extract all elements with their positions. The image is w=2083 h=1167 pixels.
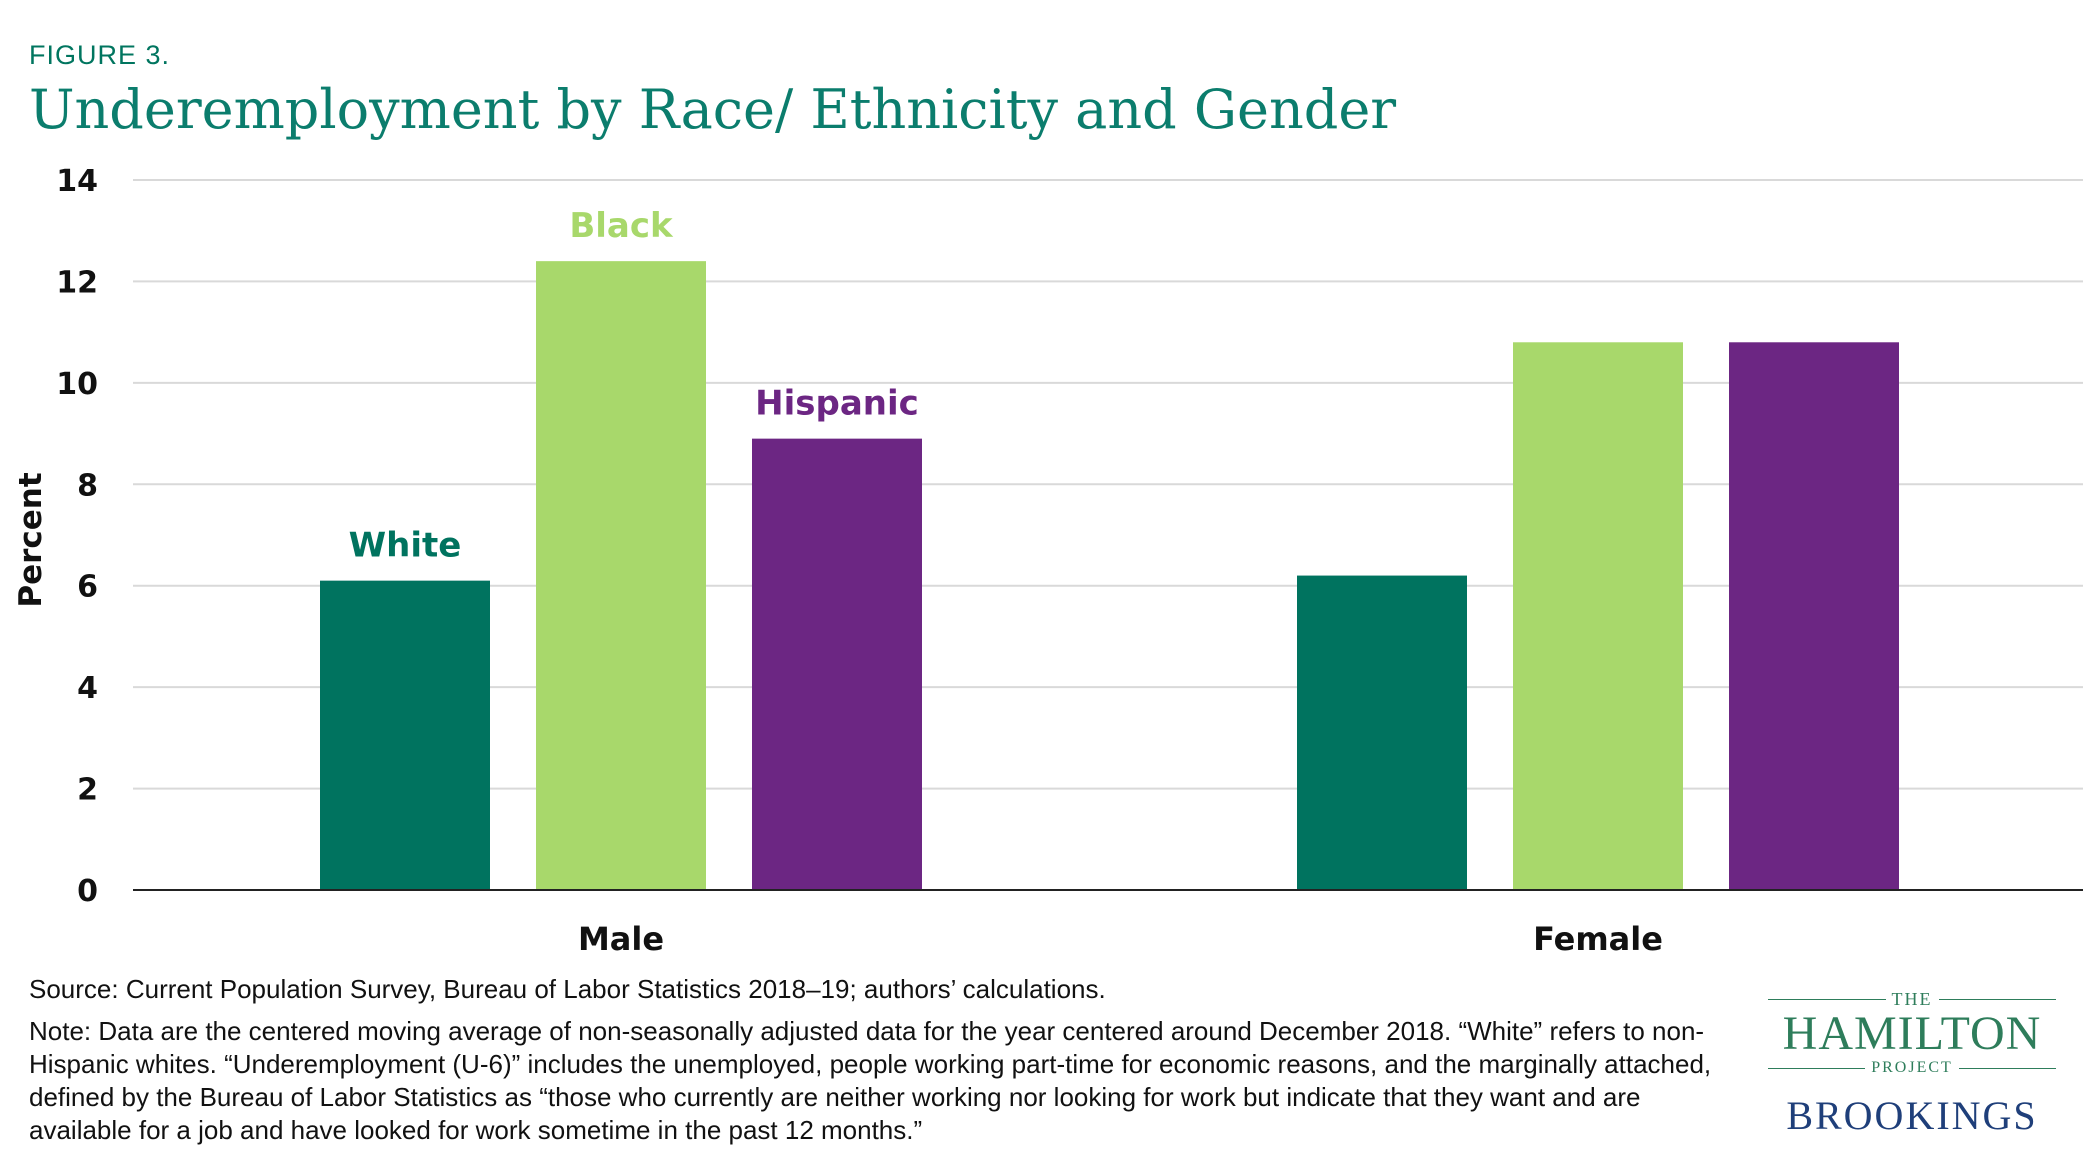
y-tick-label: 14 bbox=[56, 164, 98, 199]
category-label: Male bbox=[578, 920, 664, 958]
logo-rule bbox=[1938, 998, 2056, 1000]
footnote: Note: Data are the centered moving avera… bbox=[29, 1016, 1712, 1145]
y-tick-label: 6 bbox=[77, 570, 98, 605]
logo-hamilton: HAMILTON bbox=[1782, 1007, 2042, 1060]
logo-the-row: THE bbox=[1762, 988, 2062, 1010]
category-label: Female bbox=[1533, 920, 1663, 958]
bar-black-male bbox=[536, 261, 706, 891]
y-tick-label: 0 bbox=[77, 874, 98, 909]
chart-title: Underemployment by Race/ Ethnicity and G… bbox=[29, 78, 1397, 141]
logo-project-row: PROJECT bbox=[1762, 1058, 2062, 1078]
series-label-hispanic: Hispanic bbox=[755, 384, 919, 424]
bar-white-male bbox=[320, 580, 490, 890]
bar-hispanic-female bbox=[1729, 342, 1899, 890]
logo-rule bbox=[1958, 1067, 2057, 1069]
logo-project: PROJECT bbox=[1871, 1059, 1953, 1076]
series-label-black: Black bbox=[569, 206, 674, 246]
logo-rule bbox=[1768, 998, 1886, 1000]
logo-brookings: BROOKINGS bbox=[1786, 1093, 2038, 1138]
bar-white-female bbox=[1297, 575, 1467, 890]
y-tick-label: 4 bbox=[77, 671, 98, 706]
bar-hispanic-male bbox=[752, 438, 922, 890]
hamilton-brookings-logo: THE HAMILTON PROJECT BROOKINGS bbox=[1762, 988, 2062, 1138]
source-note: Source: Current Population Survey, Burea… bbox=[29, 974, 1106, 1004]
logo-the: THE bbox=[1891, 988, 1933, 1009]
figure-label: FIGURE 3. bbox=[29, 40, 171, 70]
logo-rule bbox=[1768, 1067, 1866, 1069]
y-axis-title: Percent bbox=[13, 472, 49, 608]
bar-black-female bbox=[1513, 342, 1683, 890]
y-tick-label: 8 bbox=[77, 468, 98, 503]
y-tick-label: 2 bbox=[77, 773, 98, 808]
series-label-white: White bbox=[349, 526, 462, 566]
y-tick-label: 12 bbox=[56, 265, 98, 300]
y-tick-label: 10 bbox=[56, 367, 98, 402]
bar-chart: 0 2 4 6 8 10 12 14 Percent White Black Hispanic Male… bbox=[13, 164, 2083, 958]
